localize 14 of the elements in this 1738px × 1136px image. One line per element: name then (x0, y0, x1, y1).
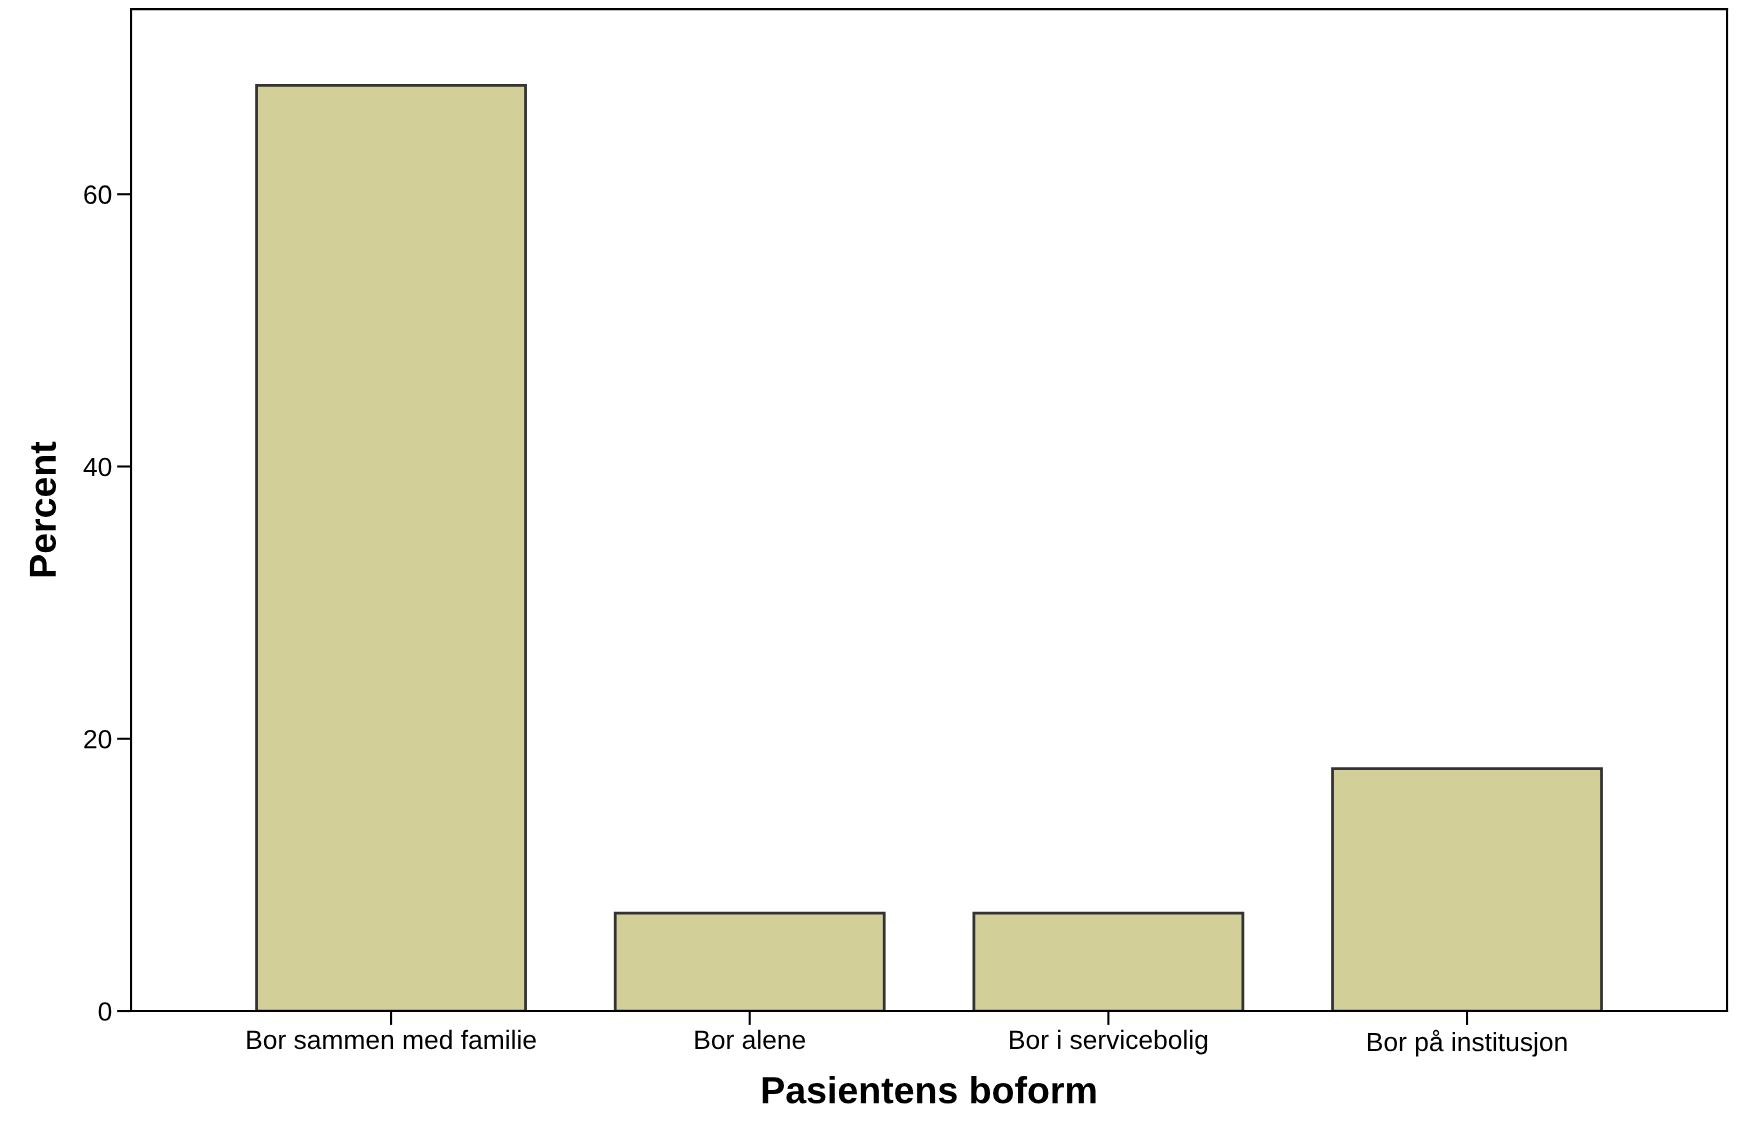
bar (972, 911, 1245, 1012)
y-axis-title: Percent (29, 441, 57, 577)
y-tick-label: 60 (84, 185, 112, 205)
x-tick-label: Bor alene (695, 1029, 806, 1050)
x-tick-label: Bor på institusjon (1367, 1029, 1567, 1057)
y-tick-label: 0 (98, 1002, 112, 1021)
y-tick-label: 20 (84, 729, 112, 749)
y-tick-label: 40 (83, 457, 112, 477)
bar (613, 911, 886, 1012)
x-tick-label: Bor i servicebolig (1010, 1029, 1208, 1055)
bar (255, 83, 527, 1012)
x-axis-title: Pasientens boform (762, 1075, 1096, 1104)
bar (1331, 767, 1603, 1012)
x-tick-label: Bor sammen med familie (247, 1029, 536, 1050)
